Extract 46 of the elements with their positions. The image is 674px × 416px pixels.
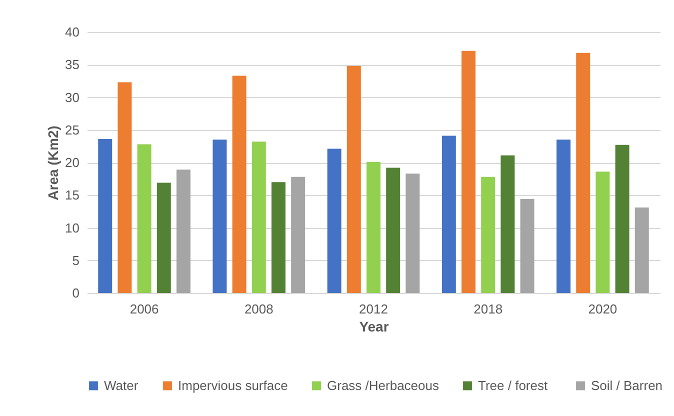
bar: [462, 50, 476, 293]
y-tick-label: 5: [72, 252, 80, 268]
legend-label: Impervious surface: [178, 378, 288, 393]
bar: [156, 182, 171, 293]
bar: [327, 148, 342, 293]
bar: [212, 140, 227, 293]
bar: [176, 170, 190, 293]
legend-label: Soil / Barren: [591, 378, 663, 393]
bar: [346, 66, 361, 293]
bar: [291, 176, 306, 293]
bar: [98, 139, 112, 293]
y-tick-label: 10: [65, 220, 80, 236]
x-tick-label: 2008: [244, 302, 274, 316]
bar: [232, 76, 246, 293]
bar: [596, 172, 610, 293]
legend-label: Grass /Herbaceous: [327, 378, 440, 393]
bar: [118, 82, 132, 293]
y-axis-title: Area (Km2): [45, 126, 62, 200]
y-tick-label: 0: [72, 286, 80, 300]
x-tick-label: 2020: [588, 302, 618, 316]
bar: [634, 208, 649, 293]
bar: [481, 176, 496, 293]
bar: [520, 199, 534, 293]
x-axis-title: Year: [359, 318, 390, 334]
bar: [366, 162, 380, 293]
y-tick-label: 15: [65, 188, 80, 203]
legend-label: Water: [104, 378, 139, 393]
bar: [442, 136, 456, 293]
legend-label: Tree / forest: [478, 378, 548, 393]
bar: [406, 174, 420, 293]
bar: [137, 144, 152, 293]
y-tick-label: 35: [65, 57, 80, 72]
bar: [271, 182, 286, 293]
x-tick-label: 2012: [359, 302, 388, 316]
bar: [500, 155, 515, 293]
x-tick-label: 2018: [474, 302, 503, 316]
x-tick-label: 2006: [130, 302, 159, 316]
y-tick-label: 40: [65, 24, 80, 40]
bar: [615, 144, 630, 293]
bar: [386, 168, 400, 293]
bar: [556, 140, 571, 293]
bar: [576, 52, 590, 293]
y-tick-label: 20: [65, 155, 80, 170]
bar: [252, 142, 266, 293]
y-tick-label: 25: [65, 122, 80, 138]
y-tick-label: 30: [65, 90, 80, 105]
